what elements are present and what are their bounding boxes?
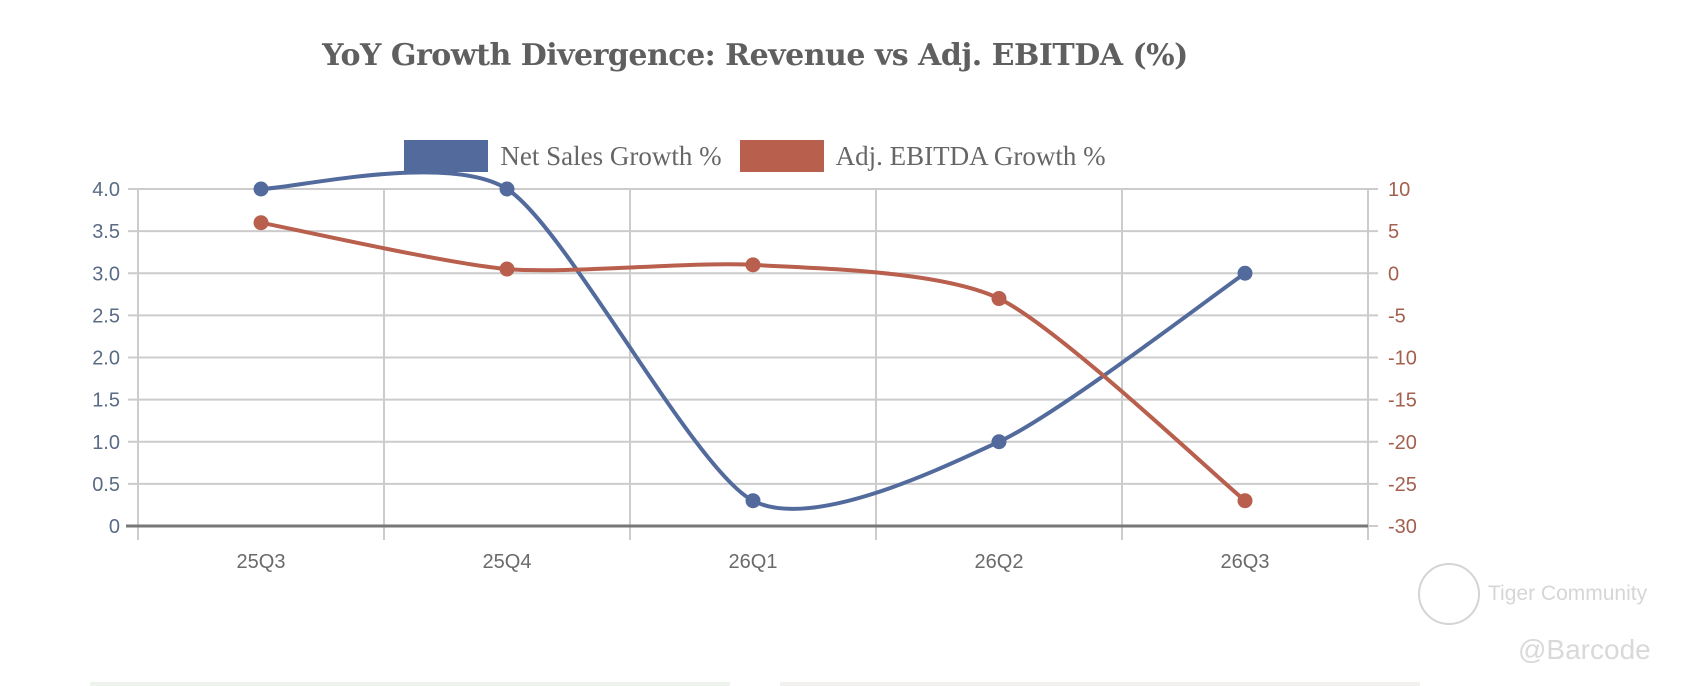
- x-tick-label: 25Q4: [483, 551, 532, 573]
- data-point-net-sales: [253, 181, 269, 197]
- bottom-card-right: [780, 682, 1420, 686]
- series-line-net-sales: [260, 170, 1247, 511]
- right-tick-label: -30: [1388, 516, 1417, 538]
- right-tick-label: 0: [1388, 263, 1399, 285]
- right-tick-label: -25: [1388, 474, 1417, 496]
- legend-label-adj-ebitda: Adj. EBITDA Growth %: [835, 140, 1106, 171]
- series-layer: [253, 170, 1253, 511]
- right-tick-label: -10: [1388, 348, 1417, 370]
- legend-label-net-sales: Net Sales Growth %: [500, 140, 722, 171]
- right-tick-label: -5: [1388, 305, 1406, 327]
- legend: Net Sales Growth % Adj. EBITDA Growth %: [0, 140, 1510, 172]
- right-tick-label: -20: [1388, 432, 1417, 454]
- right-tick-label: 5: [1388, 221, 1399, 243]
- x-tick-label: 26Q2: [975, 551, 1024, 573]
- bottom-card-left: [90, 682, 730, 686]
- data-point-adj-ebitda: [499, 261, 515, 277]
- left-tick-label: 2.5: [92, 305, 120, 327]
- legend-swatch-adj-ebitda: [739, 140, 824, 172]
- data-point-adj-ebitda: [991, 291, 1007, 307]
- left-tick-label: 3.5: [92, 221, 120, 243]
- legend-item-net-sales[interactable]: Net Sales Growth %: [404, 140, 722, 172]
- left-tick-label: 0.5: [92, 474, 120, 496]
- x-tick-label: 26Q1: [729, 551, 778, 573]
- legend-swatch-net-sales: [404, 140, 489, 172]
- left-tick-label: 2.0: [92, 348, 120, 370]
- data-point-net-sales: [1237, 265, 1253, 281]
- left-tick-label: 1.5: [92, 390, 120, 412]
- right-tick-label: 10: [1388, 179, 1410, 201]
- data-point-net-sales: [991, 434, 1007, 450]
- data-point-adj-ebitda: [253, 215, 269, 231]
- data-point-adj-ebitda: [745, 257, 761, 273]
- left-tick-label: 0: [109, 516, 120, 538]
- left-tick-label: 4.0: [92, 179, 120, 201]
- watermark-user: @Barcode: [1518, 634, 1651, 665]
- chart-title: YoY Growth Divergence: Revenue vs Adj. E…: [322, 38, 1188, 73]
- right-tick-label: -15: [1388, 390, 1417, 412]
- left-axis-ticks: 0 0.5 1.0 1.5 2.0 2.5 3.0 3.5 4.0: [92, 179, 120, 538]
- grid: [128, 188, 1378, 540]
- data-point-net-sales: [745, 493, 761, 509]
- x-axis-ticks: 25Q3 25Q4 26Q1 26Q2 26Q3: [237, 551, 1270, 573]
- watermark-brand: Tiger Community: [1488, 582, 1648, 605]
- data-point-net-sales: [499, 181, 515, 197]
- x-tick-label: 26Q3: [1221, 551, 1270, 573]
- legend-item-adj-ebitda[interactable]: Adj. EBITDA Growth %: [739, 140, 1106, 172]
- left-tick-label: 1.0: [92, 432, 120, 454]
- data-point-adj-ebitda: [1237, 493, 1253, 509]
- left-tick-label: 3.0: [92, 263, 120, 285]
- x-tick-label: 25Q3: [237, 551, 286, 573]
- right-axis-ticks: -30 -25 -20 -15 -10 -5 0 5 10: [1388, 179, 1417, 538]
- tiger-logo-icon: [1418, 563, 1480, 625]
